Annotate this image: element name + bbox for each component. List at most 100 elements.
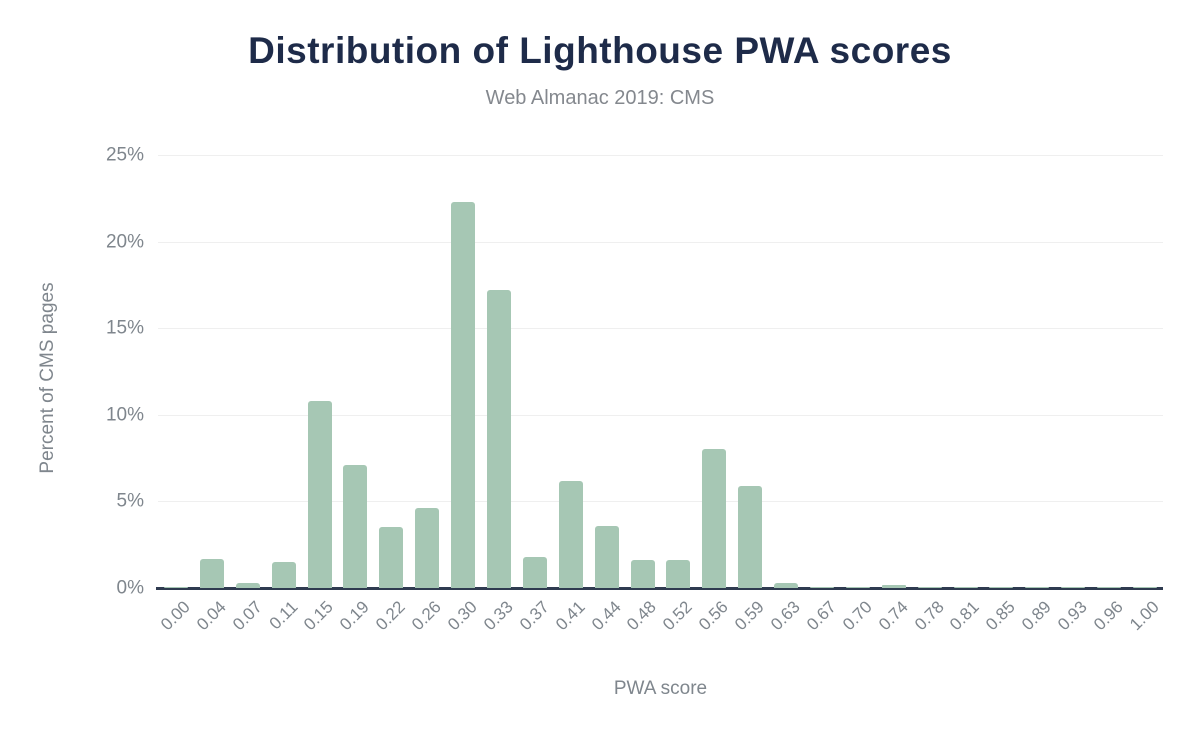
- x-tick-label: 0.67: [802, 597, 840, 635]
- bar-slot: 0.93: [1054, 155, 1091, 634]
- bar-0.93[interactable]: [1061, 587, 1086, 588]
- bar-slot: 0.85: [982, 155, 1019, 634]
- bar-slot: 0.70: [839, 155, 876, 634]
- bar-0.63[interactable]: [774, 582, 799, 588]
- bar-0.04[interactable]: [199, 558, 224, 588]
- x-axis-line: [156, 587, 1163, 590]
- chart-title: Distribution of Lighthouse PWA scores: [248, 30, 952, 71]
- bar-slot: 0.48: [623, 155, 661, 634]
- bar-slot: 0.07: [229, 155, 266, 634]
- bar-slot: 0.44: [588, 155, 625, 634]
- bar-slot: 0.78: [911, 155, 948, 634]
- bar-0.37[interactable]: [522, 556, 547, 588]
- x-tick-label: 0.04: [192, 597, 230, 635]
- bar-slot: 0.11: [265, 155, 302, 633]
- bar-0.11[interactable]: [271, 562, 296, 588]
- x-tick-label: 0.19: [336, 597, 374, 635]
- y-tick-label: 0%: [116, 577, 144, 599]
- x-tick-label: 0.74: [874, 597, 912, 635]
- bar-0.41[interactable]: [558, 480, 583, 588]
- gridline-5: [158, 501, 1163, 503]
- chart-subtitle: Web Almanac 2019: CMS: [485, 87, 715, 109]
- y-tick-label: 5%: [116, 490, 144, 512]
- y-tick-label: 15%: [105, 317, 144, 339]
- x-tick-label: 0.00: [156, 597, 194, 635]
- x-tick-label: 0.37: [515, 597, 553, 635]
- bar-0.30[interactable]: [451, 201, 476, 588]
- x-tick-label: 0.33: [479, 597, 517, 635]
- gridline-20: [158, 241, 1163, 243]
- bar-0.48[interactable]: [630, 560, 655, 588]
- x-tick-label: 0.63: [766, 597, 804, 635]
- bar-slot: 0.59: [731, 155, 768, 634]
- y-tick-label: 25%: [105, 144, 144, 166]
- x-tick-label: 0.78: [910, 597, 948, 635]
- bar-0.22[interactable]: [379, 527, 404, 588]
- bar-0.78[interactable]: [917, 587, 942, 588]
- x-tick-label: 0.59: [731, 597, 768, 635]
- bar-0.33[interactable]: [486, 290, 511, 588]
- bar-0.81[interactable]: [953, 587, 978, 588]
- x-tick-label: 0.52: [659, 597, 697, 635]
- bar-0.89[interactable]: [1025, 587, 1050, 588]
- bar-0.52[interactable]: [666, 560, 691, 588]
- bar-slot: 0.63: [767, 155, 804, 634]
- x-tick-label: 0.81: [946, 597, 984, 635]
- bar-0.74[interactable]: [881, 585, 906, 588]
- bar-slot: 0.22: [372, 155, 409, 634]
- x-tick-label: 0.85: [982, 597, 1020, 635]
- bar-1.00[interactable]: [1132, 587, 1157, 588]
- y-axis-title: Percent of CMS pages: [37, 282, 58, 474]
- bar-0.59[interactable]: [738, 485, 763, 588]
- x-axis-title: PWA score: [613, 678, 708, 699]
- bar-slot: 0.30: [444, 155, 481, 634]
- bar-slot: 0.52: [659, 155, 696, 634]
- bar-slot: 0.56: [695, 155, 732, 634]
- bar-0.26[interactable]: [415, 508, 440, 588]
- x-tick-label: 0.96: [1090, 597, 1127, 635]
- bars-container: 0.00 0.04 0.07 0.11 0.15 0.19 0.22 0.26 0.30 0.33…: [157, 155, 1163, 634]
- y-tick-label: 10%: [105, 404, 144, 426]
- x-tick-label: 0.93: [1054, 597, 1091, 635]
- bar-0.56[interactable]: [702, 449, 727, 588]
- bar-slot: 0.19: [336, 155, 373, 634]
- x-tick-label: 1.00: [1125, 597, 1163, 635]
- x-tick-label: 0.48: [623, 597, 661, 635]
- bar-slot: 0.81: [946, 155, 984, 634]
- bar-0.07[interactable]: [235, 582, 260, 588]
- bar-slot: 0.04: [193, 155, 230, 634]
- gridline-25: [158, 155, 1163, 156]
- bar-slot: 0.41: [552, 155, 589, 634]
- x-tick-label: 0.44: [587, 597, 625, 635]
- bar-slot: 0.33: [480, 155, 517, 634]
- bar-0.67[interactable]: [809, 587, 834, 588]
- x-tick-label: 0.26: [408, 597, 445, 635]
- bar-0.85[interactable]: [989, 587, 1014, 588]
- gridline-15: [158, 328, 1163, 330]
- bar-slot: 0.00: [157, 155, 194, 634]
- x-tick-label: 0.30: [443, 597, 481, 635]
- bar-slot: 0.15: [300, 155, 338, 634]
- bar-0.44[interactable]: [594, 525, 619, 588]
- x-tick-label: 0.15: [300, 597, 338, 635]
- bar-0.96[interactable]: [1097, 587, 1122, 588]
- bar-slot: 0.89: [1018, 155, 1055, 634]
- x-tick-label: 0.11: [265, 597, 302, 634]
- bar-slot: 0.67: [803, 155, 840, 634]
- bar-0.00[interactable]: [163, 587, 188, 588]
- bar-slot: 0.96: [1090, 155, 1127, 634]
- y-tick-label: 20%: [105, 231, 144, 253]
- plot-area: 0.00 0.04 0.07 0.11 0.15 0.19 0.22 0.26 0.30 0.33…: [156, 155, 1163, 634]
- bar-0.70[interactable]: [845, 587, 870, 588]
- bar-slot: 1.00: [1126, 155, 1163, 634]
- x-tick-label: 0.07: [228, 597, 266, 635]
- x-tick-label: 0.56: [695, 597, 733, 635]
- x-tick-label: 0.89: [1018, 597, 1056, 635]
- bar-0.15[interactable]: [307, 400, 332, 588]
- bar-slot: 0.37: [516, 155, 553, 634]
- bar-slot: 0.74: [875, 155, 912, 634]
- x-tick-label: 0.70: [838, 597, 876, 635]
- x-tick-label: 0.41: [551, 597, 589, 635]
- bar-0.19[interactable]: [343, 465, 368, 588]
- gridline-10: [158, 414, 1163, 416]
